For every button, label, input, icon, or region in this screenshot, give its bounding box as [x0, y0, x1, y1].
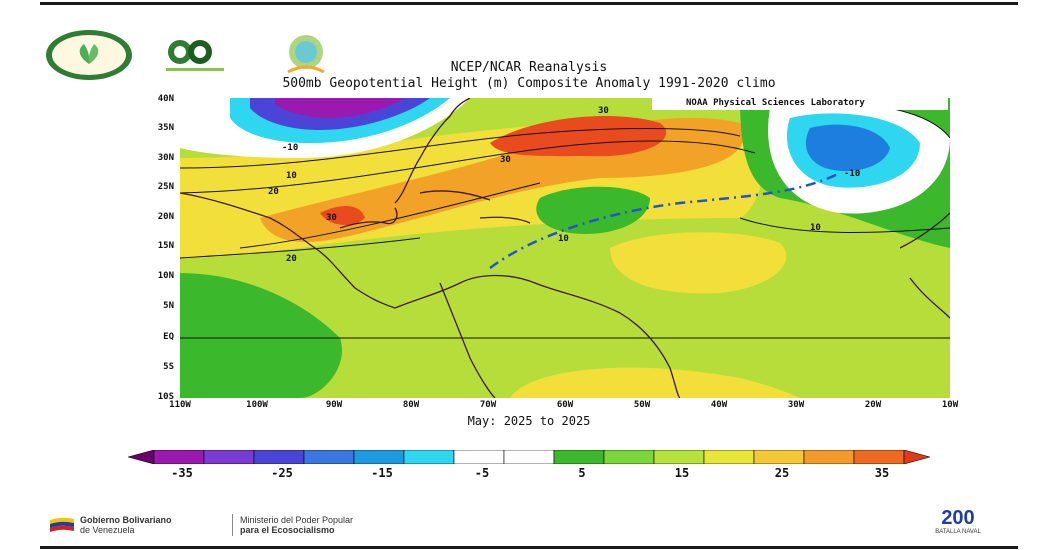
- anomaly-map: [180, 98, 950, 398]
- x-tick-label: 80W: [402, 400, 420, 410]
- y-tick-label: 5N: [163, 301, 174, 311]
- colorbar-label: -15: [371, 466, 393, 480]
- x-tick-label: 40W: [710, 400, 728, 410]
- contour-label: 10: [810, 223, 821, 233]
- credit-label: NOAA Physical Sciences Laboratory: [686, 98, 865, 108]
- contour-label: -10: [282, 143, 299, 153]
- contour-label: 30: [598, 106, 609, 116]
- credit-box: [652, 98, 948, 110]
- contour-label: 30: [326, 213, 337, 223]
- contour-label: 20: [268, 187, 279, 197]
- colorbar-label: 5: [578, 466, 586, 480]
- x-tick-label: 20W: [864, 400, 882, 410]
- map-caption: May: 2025 to 2025: [467, 414, 591, 428]
- y-tick-label: 5S: [163, 362, 174, 372]
- y-tick-label: 40N: [157, 94, 174, 104]
- gov-line2: de Venezuela: [80, 525, 135, 535]
- y-tick-label: 25N: [157, 182, 174, 192]
- venezuela-flag-icon: [50, 516, 74, 532]
- colorbar-swatch: [453, 449, 505, 465]
- x-tick-label: 30W: [787, 400, 805, 410]
- colorbar-label: 35: [874, 466, 890, 480]
- contour-label: -10: [844, 169, 861, 179]
- y-tick-label: 10N: [157, 271, 174, 281]
- colorbar-swatch: [153, 449, 205, 465]
- footer-divider: [232, 514, 233, 536]
- badge-text: BATALLA NAVAL: [935, 529, 981, 535]
- vp-logo: [274, 32, 338, 80]
- ministry-line2: para el Ecosocialismo: [240, 525, 335, 535]
- colorbar-end-left: [126, 449, 155, 465]
- chart-title-line1: NCEP/NCAR Reanalysis: [450, 60, 608, 75]
- y-tick-label: 15N: [157, 241, 174, 251]
- x-tick-label: 50W: [633, 400, 651, 410]
- colorbar-swatch: [303, 449, 355, 465]
- gov-line1: Gobierno Bolivariano: [80, 515, 172, 525]
- colorbar-swatch: [553, 449, 605, 465]
- x-tick-label: 90W: [325, 400, 343, 410]
- contour-label: 30: [500, 155, 511, 165]
- ministry-line1: Ministerio del Poder Popular: [240, 515, 354, 525]
- contour-label: 10: [558, 234, 569, 244]
- colorbar-label: -35: [171, 466, 193, 480]
- x-tick-label: 100W: [246, 400, 268, 410]
- colorbar-swatch: [403, 449, 455, 465]
- colorbar-end-right: [903, 449, 932, 465]
- top-rule: [40, 2, 1018, 5]
- bicentennial-badge: 200 BATALLA NAVAL: [926, 508, 990, 540]
- colorbar-swatch: [653, 449, 705, 465]
- colorbar-swatch: [203, 449, 255, 465]
- y-tick-label: 30N: [157, 153, 174, 163]
- colorbar-swatch: [603, 449, 655, 465]
- colorbar-swatch: [703, 449, 755, 465]
- chart-title-line2: 500mb Geopotential Height (m) Composite …: [282, 76, 776, 91]
- colorbar-swatch: [503, 449, 555, 465]
- cc-logo: [162, 36, 228, 76]
- y-tick-label: EQ: [163, 332, 174, 342]
- colorbar-swatch: [253, 449, 305, 465]
- gov-text: Gobierno Bolivariano de Venezuela: [80, 515, 172, 535]
- y-tick-label: 35N: [157, 123, 174, 133]
- y-tick-label: 10S: [157, 392, 174, 402]
- x-tick-label: 70W: [479, 400, 497, 410]
- x-tick-label: 110W: [169, 400, 191, 410]
- colorbar-swatch: [753, 449, 805, 465]
- contour-label: 20: [286, 254, 297, 264]
- colorbar-label: -25: [271, 466, 293, 480]
- colorbar-swatch: [803, 449, 855, 465]
- bottom-rule: [40, 546, 1018, 549]
- colorbar-swatch: [353, 449, 405, 465]
- contour-label: 10: [286, 171, 297, 181]
- colorbar: [126, 449, 932, 465]
- x-tick-label: 60W: [556, 400, 574, 410]
- colorbar-label: 15: [674, 466, 690, 480]
- badge-number: 200: [941, 507, 975, 529]
- colorbar-swatch: [853, 449, 905, 465]
- ministry-text: Ministerio del Poder Popular para el Eco…: [240, 515, 353, 535]
- colorbar-label: 25: [774, 466, 790, 480]
- reanalysis-logo: [44, 28, 134, 82]
- x-tick-label: 10W: [941, 400, 959, 410]
- colorbar-label: -5: [474, 466, 490, 480]
- y-tick-label: 20N: [157, 212, 174, 222]
